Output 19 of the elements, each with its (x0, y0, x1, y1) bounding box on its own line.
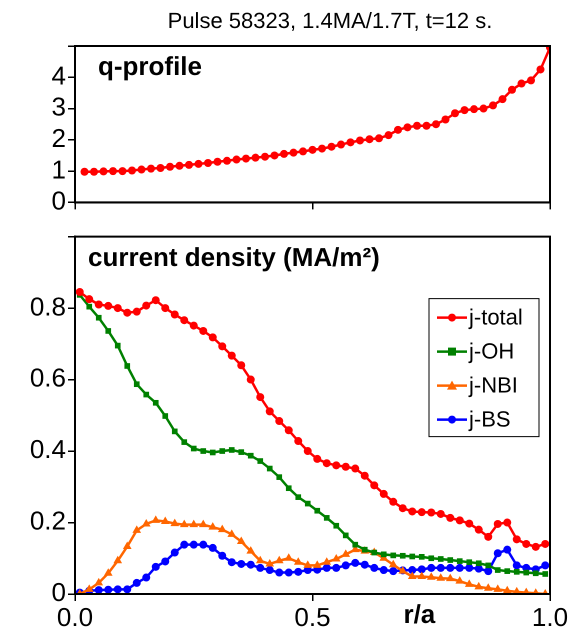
y-tick-label: 0.6 (30, 362, 66, 393)
y-tick-label: 2 (52, 123, 66, 154)
legend-label: j-BS (468, 406, 511, 432)
x-axis-title: r/a (403, 599, 436, 630)
y-tick-label: 4 (52, 60, 66, 90)
y-tick-label: 1 (52, 154, 66, 184)
y-tick-label: 0.8 (30, 291, 66, 322)
legend-label: j-total (468, 304, 523, 330)
chart-title: Pulse 58323, 1.4MA/1.7T, t=12 s. (168, 8, 492, 34)
x-tick-label: 0.5 (294, 602, 331, 632)
y-tick-label: 0.4 (30, 434, 66, 464)
annotation: current density (MA/m²) (88, 242, 380, 272)
y-tick-label: 0 (52, 186, 66, 216)
legend-label: j-OH (468, 338, 514, 364)
x-tick-label: 1.0 (532, 602, 568, 632)
y-tick-label: 3 (52, 92, 66, 122)
annotation: q-profile (98, 51, 202, 82)
y-tick-label: 0.2 (30, 506, 66, 536)
legend-label: j-NBI (468, 372, 518, 398)
